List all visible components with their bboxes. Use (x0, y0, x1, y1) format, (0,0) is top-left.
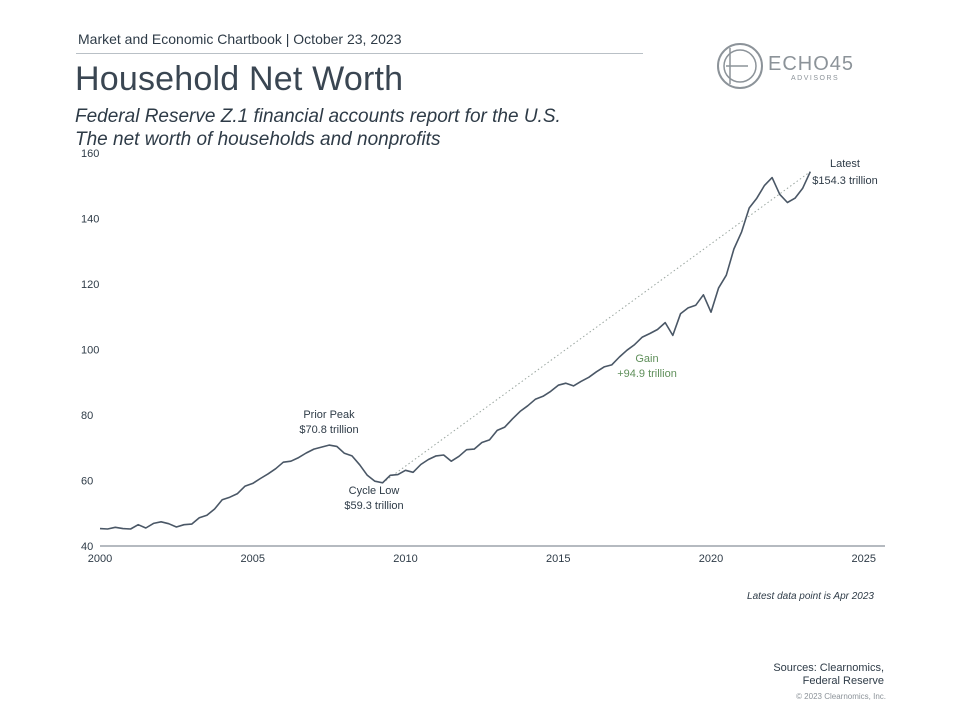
sources-line-2: Federal Reserve (802, 675, 884, 687)
y-tick-label: 80 (81, 410, 93, 422)
y-tick-label: 40 (81, 541, 93, 553)
annotation-latest-label: Latest (830, 158, 860, 170)
y-tick-label: 100 (81, 345, 99, 357)
echo45-logo: ECHO45 ADVISORS (714, 40, 874, 92)
logo-tagline: ADVISORS (791, 75, 840, 82)
annotation-low-label: Cycle Low (349, 485, 400, 497)
sources-line-1: Sources: Clearnomics, (773, 662, 884, 674)
x-tick-label: 2025 (852, 553, 876, 565)
annotation-peak-label: Prior Peak (303, 409, 355, 421)
logo-name: ECHO45 (768, 53, 855, 75)
subtitle-line-2: The net worth of households and nonprofi… (75, 129, 441, 150)
annotation-latest-value: $154.3 trillion (812, 175, 877, 187)
annotation-gain-value: +94.9 trillion (617, 368, 677, 380)
annotation-gain-label: Gain (635, 353, 658, 365)
annotation-peak-value: $70.8 trillion (299, 424, 358, 436)
chartbook-header: Market and Economic Chartbook | October … (78, 31, 402, 47)
net-worth-series-line (99, 171, 812, 530)
x-tick-label: 2000 (88, 553, 112, 565)
x-tick-label: 2010 (393, 553, 417, 565)
y-tick-label: 160 (81, 148, 99, 160)
page-subtitle: Federal Reserve Z.1 financial accounts r… (75, 105, 561, 151)
y-tick-label: 120 (81, 279, 99, 291)
data-note: Latest data point is Apr 2023 (747, 591, 874, 602)
trend-line (382, 171, 811, 484)
sources: Sources: Clearnomics, Federal Reserve (773, 662, 884, 688)
y-tick-label: 60 (81, 476, 93, 488)
x-tick-label: 2020 (699, 553, 723, 565)
page-title: Household Net Worth (75, 60, 404, 98)
x-tick-label: 2005 (241, 553, 265, 565)
x-tick-label: 2015 (546, 553, 570, 565)
header-divider (76, 53, 643, 54)
echo45-circle-logo-icon (717, 43, 763, 89)
annotation-low-value: $59.3 trillion (344, 500, 403, 512)
subtitle-line-1: Federal Reserve Z.1 financial accounts r… (75, 106, 561, 127)
copyright: © 2023 Clearnomics, Inc. (796, 692, 886, 701)
y-tick-label: 140 (81, 214, 99, 226)
